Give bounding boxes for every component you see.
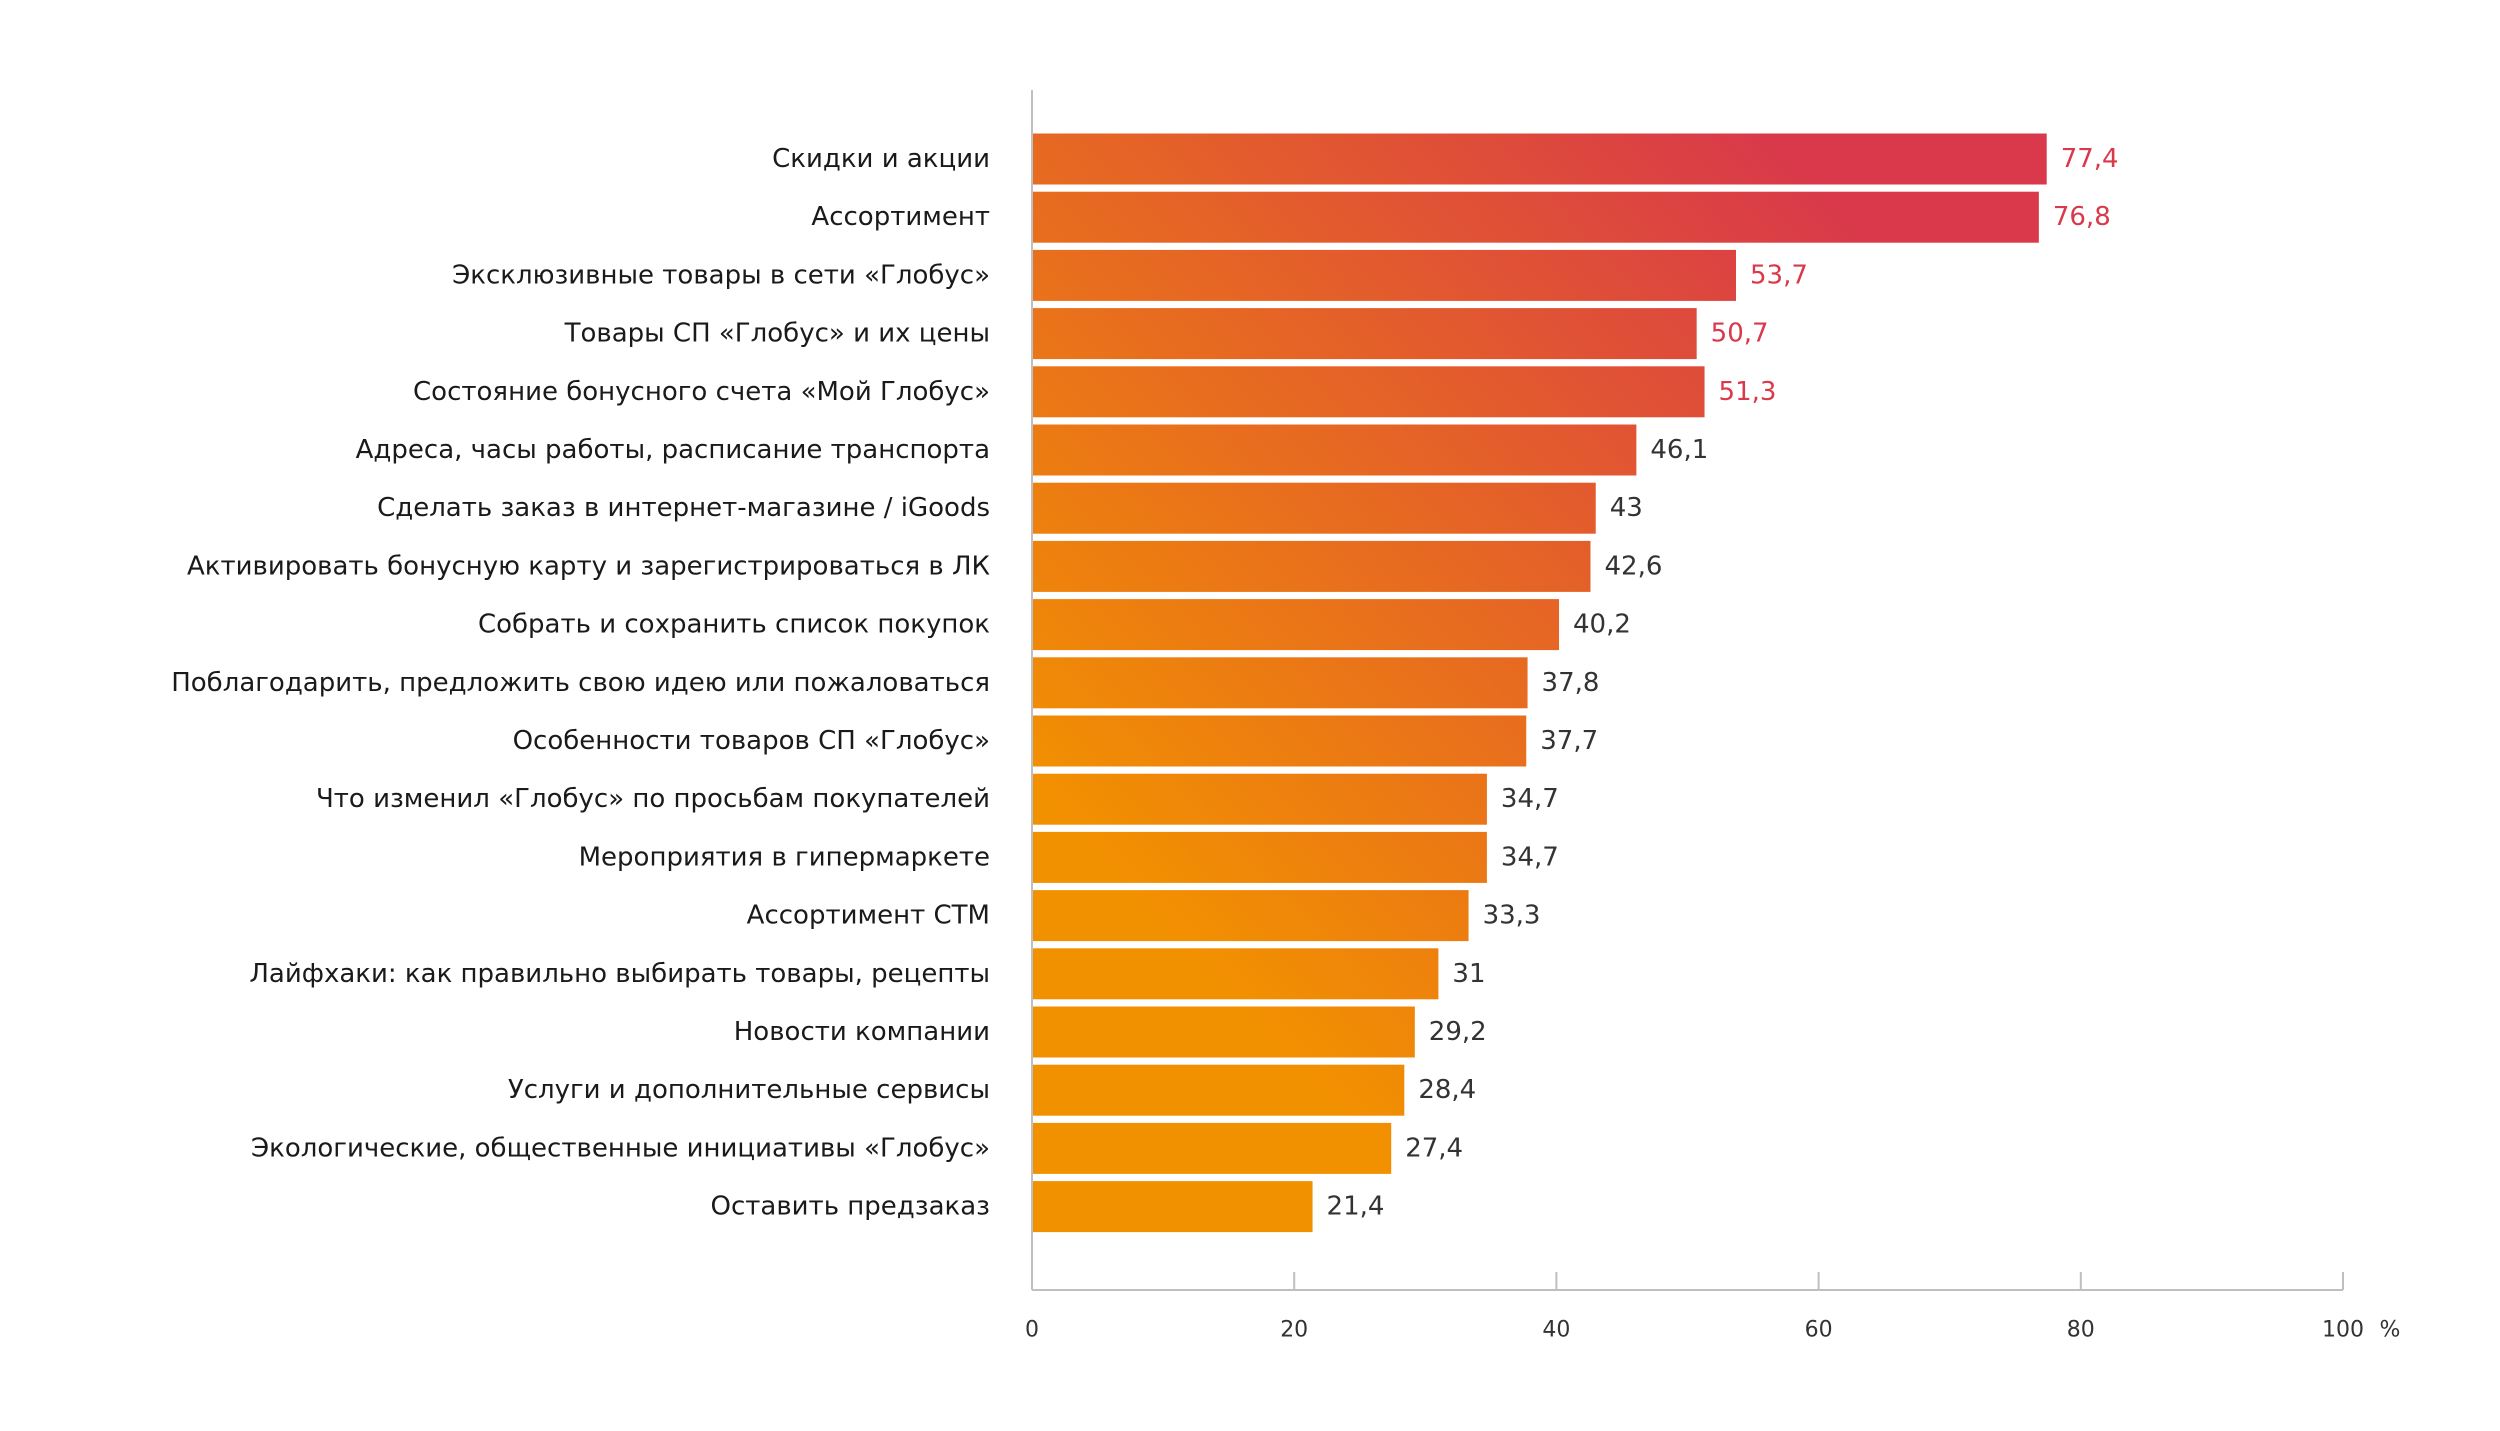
category-label-6: Адреса, часы работы, расписание транспор… — [356, 435, 990, 465]
x-tick-label-0: 0 — [1025, 1318, 1039, 1343]
x-tick-label-20: 20 — [1280, 1318, 1308, 1343]
value-label-18: 27,4 — [1405, 1133, 1463, 1163]
bar-5 — [1032, 366, 1705, 418]
category-label-14: Ассортимент СТМ — [747, 901, 990, 931]
value-label-9: 40,2 — [1573, 610, 1631, 640]
x-tick-label-80: 80 — [2067, 1318, 2095, 1343]
x-ticks: 0 20 40 60 80 100 — [1025, 1272, 2364, 1343]
value-label-15: 31 — [1452, 959, 1485, 989]
category-label-12: Что изменил «Глобус» по просьбам покупат… — [316, 784, 990, 814]
x-tick-label-100: 100 — [2322, 1318, 2364, 1343]
category-label-4: Товары СП «Глобус» и их цены — [564, 319, 990, 349]
bar-7 — [1032, 482, 1596, 534]
bar-11 — [1032, 715, 1527, 767]
value-label-12: 34,7 — [1501, 784, 1559, 814]
axis-group — [1031, 90, 2343, 1291]
bar-14 — [1032, 890, 1469, 942]
category-labels: Скидки и акции Ассортимент Эксклюзивные то… — [171, 144, 990, 1222]
category-label-15: Лайфхаки: как правильно выбирать товары,… — [249, 959, 990, 989]
value-labels: 77,4 76,8 53,7 50,7 51,3 46,143 42,6 40,2 37,8 37… — [1327, 144, 2119, 1222]
category-label-2: Ассортимент — [811, 202, 990, 232]
value-label-4: 50,7 — [1711, 319, 1769, 349]
category-label-11: Особенности товаров СП «Глобус» — [513, 726, 990, 756]
value-label-8: 42,6 — [1604, 551, 1662, 581]
bar-8 — [1032, 540, 1591, 592]
bar-15 — [1032, 948, 1439, 1000]
category-label-16: Новости компании — [734, 1017, 990, 1047]
bar-6 — [1032, 424, 1637, 476]
bar-9 — [1032, 599, 1560, 651]
category-label-5: Состояние бонусного счета «Мой Глобус» — [413, 377, 990, 407]
category-label-13: Мероприятия в гипермаркете — [579, 842, 990, 872]
category-label-10: Поблагодарить, предложить свою идею или … — [171, 668, 990, 698]
category-label-8: Активировать бонусную карту и зарегистри… — [187, 551, 990, 581]
x-axis-unit-label: % — [2380, 1318, 2401, 1343]
category-label-18: Экологические, общественные инициативы «… — [251, 1133, 990, 1163]
bar-12 — [1032, 773, 1487, 825]
value-label-1: 77,4 — [2061, 144, 2119, 174]
value-label-7: 43 — [1610, 493, 1643, 523]
category-label-19: Оставить предзаказ — [711, 1192, 991, 1222]
value-label-16: 29,2 — [1429, 1017, 1487, 1047]
bar-3 — [1032, 249, 1737, 301]
value-label-3: 53,7 — [1750, 260, 1808, 290]
category-label-3: Эксклюзивные товары в сети «Глобус» — [452, 260, 990, 290]
category-label-1: Скидки и акции — [772, 144, 990, 174]
bar-19 — [1032, 1181, 1313, 1233]
category-label-7: Сделать заказ в интернет-магазине / iGoo… — [377, 493, 990, 523]
bar-17 — [1032, 1064, 1405, 1116]
value-label-14: 33,3 — [1483, 901, 1541, 931]
bar-16 — [1032, 1006, 1415, 1058]
value-label-6: 46,1 — [1650, 435, 1708, 465]
value-label-10: 37,8 — [1542, 668, 1600, 698]
value-label-13: 34,7 — [1501, 842, 1559, 872]
value-label-17: 28,4 — [1418, 1075, 1476, 1105]
x-tick-label-60: 60 — [1805, 1318, 1833, 1343]
bars-group — [1032, 133, 2047, 1233]
value-label-11: 37,7 — [1540, 726, 1598, 756]
value-label-2: 76,8 — [2053, 202, 2111, 232]
x-tick-label-40: 40 — [1542, 1318, 1570, 1343]
value-label-19: 21,4 — [1327, 1192, 1385, 1222]
bar-13 — [1032, 831, 1487, 883]
category-label-9: Собрать и сохранить список покупок — [478, 610, 990, 640]
bar-2 — [1032, 191, 2039, 243]
value-label-5: 51,3 — [1719, 377, 1777, 407]
bar-10 — [1032, 657, 1528, 709]
bar-18 — [1032, 1122, 1392, 1174]
bar-4 — [1032, 308, 1697, 360]
category-label-17: Услуги и дополнительные сервисы — [508, 1075, 990, 1105]
bar-1 — [1032, 133, 2047, 185]
